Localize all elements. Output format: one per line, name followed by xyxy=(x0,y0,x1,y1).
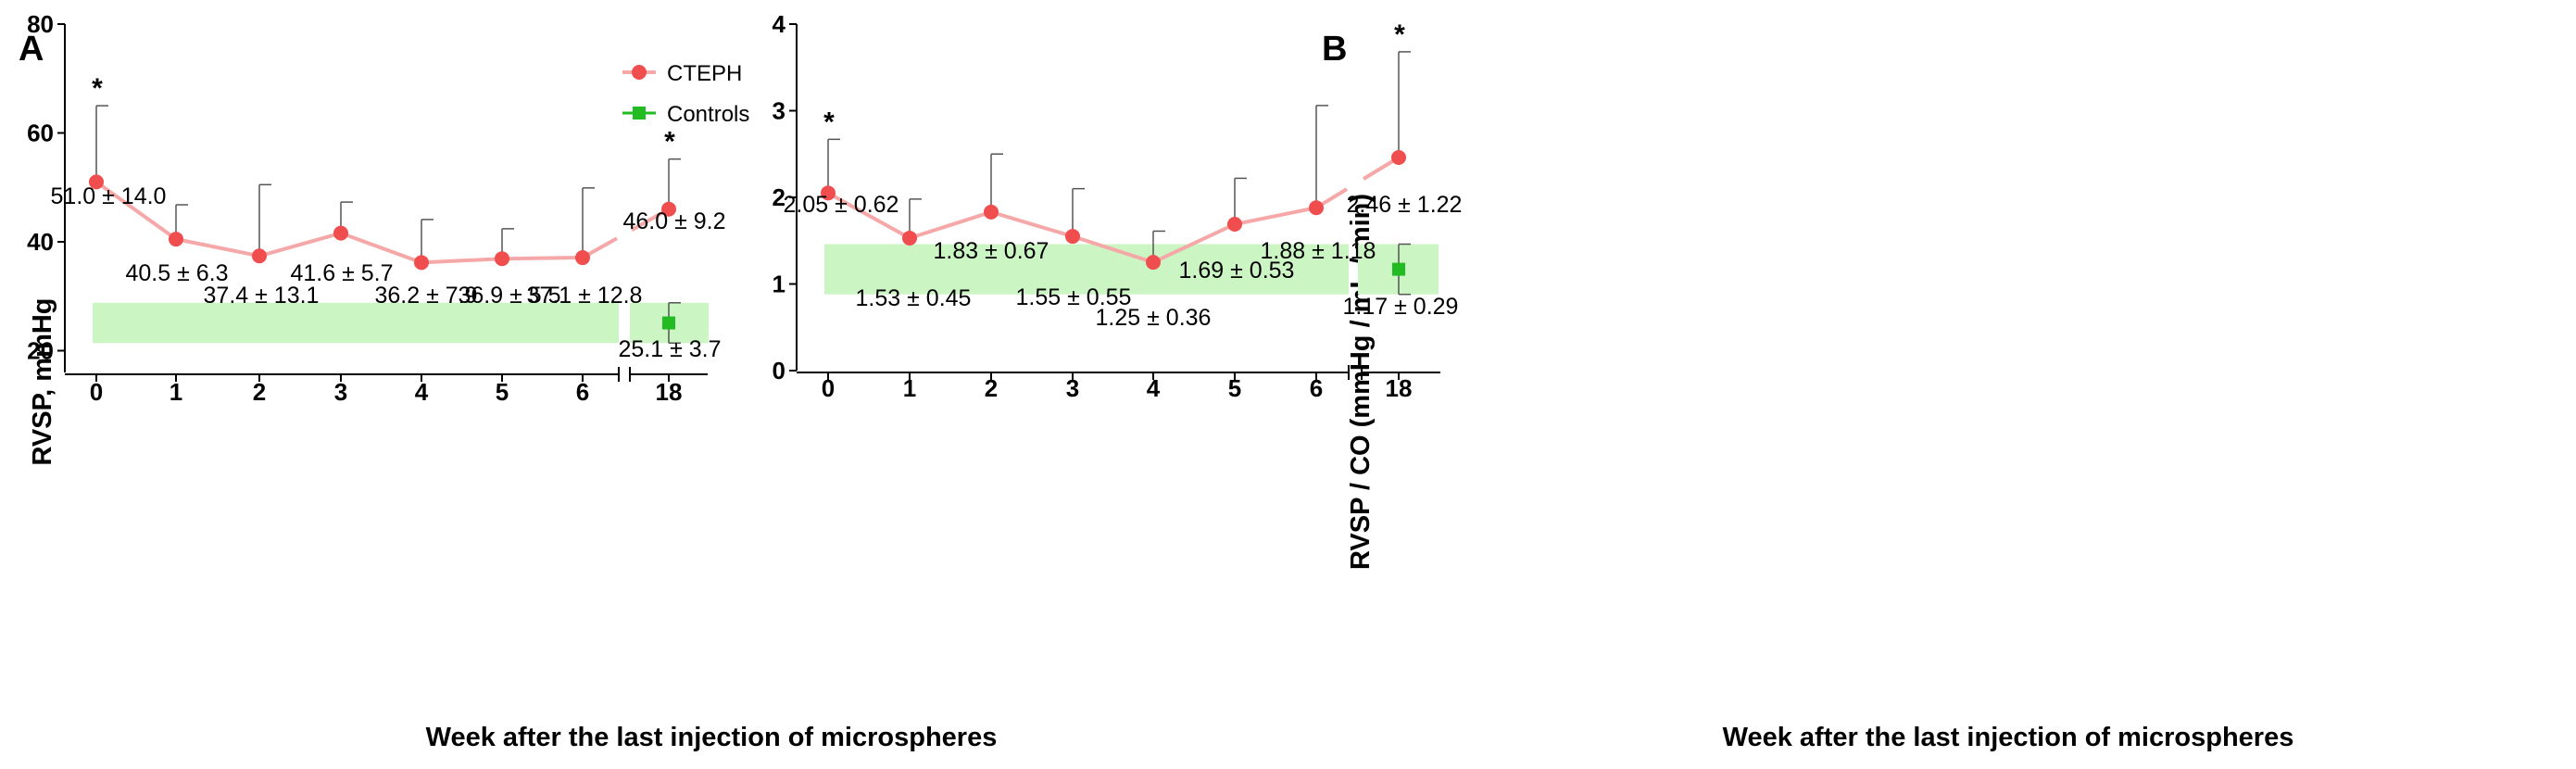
panel-a-cteph-point xyxy=(575,250,590,266)
panel-b-y-tick-label: 0 xyxy=(773,357,785,384)
panel-a-cteph-point xyxy=(252,248,267,264)
panel-b-controls-data-label: 1.17 ± 0.29 xyxy=(1343,294,1459,320)
panel-a-cteph-data-label: 40.5 ± 6.3 xyxy=(125,260,228,286)
panel-b-cteph-data-label: 1.53 ± 0.45 xyxy=(856,285,972,311)
panel-b-cteph-point xyxy=(1309,200,1324,216)
panel-a-legend-cteph-label: CTEPH xyxy=(667,61,742,86)
panel-a-cteph-data-label: 41.6 ± 5.7 xyxy=(290,260,393,286)
panel-b-chart: B RVSP / CO (mmHg / mL / min) Week after… xyxy=(773,10,2294,752)
panel-a-cteph-data-label: 46.0 ± 9.2 xyxy=(622,208,725,234)
panel-b-x-tick-label: 3 xyxy=(1066,374,1079,402)
panel-a-letter: A xyxy=(19,30,44,69)
panel-b-cteph-point xyxy=(902,230,917,246)
panel-b-x-tick-label: 1 xyxy=(903,374,916,402)
panel-a-cteph-data-label: 51.0 ± 14.0 xyxy=(51,183,167,209)
panel-a-cteph-line xyxy=(94,180,584,265)
panel-b-significance-star: * xyxy=(1394,19,1405,50)
panel-b-cteph-data-label: 1.25 ± 0.36 xyxy=(1096,305,1212,331)
panel-b-cteph-data-label: 1.55 ± 0.55 xyxy=(1016,284,1132,310)
panel-b-cteph-data-label: 1.83 ± 0.67 xyxy=(934,238,1049,264)
panel-b-y-tick-label: 3 xyxy=(773,97,785,125)
panel-b-cteph-point xyxy=(1227,216,1242,232)
panel-b-cteph-data-label: 2.05 ± 0.62 xyxy=(784,192,899,218)
panel-b-cteph-point xyxy=(1146,255,1161,271)
panel-a-cteph-data-label: 36.9 ± 5.5 xyxy=(458,283,560,309)
panel-a-cteph-point xyxy=(414,255,429,271)
panel-a-y-axis-title: RVSP, mmHg xyxy=(28,297,57,465)
panel-a-cteph-point xyxy=(333,225,348,241)
panel-a-x-tick-label: 4 xyxy=(415,378,429,406)
panel-b-x-tick-label: 6 xyxy=(1310,374,1323,402)
panel-a-legend-controls-marker xyxy=(633,107,646,120)
panel-a-y-tick-label: 60 xyxy=(27,120,54,147)
panel-a-cteph-point xyxy=(169,232,183,247)
panel-b-x-tick-label: 5 xyxy=(1228,374,1241,402)
panel-a-significance-star: * xyxy=(92,73,103,104)
panel-a-x-tick-label: 1 xyxy=(170,378,182,406)
panel-b-y-tick-label: 1 xyxy=(773,271,785,298)
panel-b-x-tick-label: 0 xyxy=(822,374,835,402)
panel-a-cteph-data-label: 36.2 ± 7.9 xyxy=(374,283,477,309)
panel-a-control-range-band xyxy=(93,302,619,344)
panel-b-letter: B xyxy=(1322,30,1347,69)
panel-a-chart: A RVSP, mmHg Week after the last injecti… xyxy=(19,10,997,752)
panel-a-y-tick-label: 20 xyxy=(27,337,54,365)
panel-b-controls-point xyxy=(1392,262,1405,276)
panel-a-cteph-point xyxy=(89,174,104,190)
panel-b-cteph-data-label: 1.69 ± 0.53 xyxy=(1179,258,1295,284)
panel-a-controls-point xyxy=(662,316,675,330)
panel-a-cteph-data-label: 37.4 ± 13.1 xyxy=(204,283,320,309)
panel-b-cteph-point xyxy=(1065,229,1080,245)
panel-a-y-tick-label: 40 xyxy=(27,228,54,256)
panel-a-x-tick-label: 5 xyxy=(496,378,509,406)
panel-a-cteph-data-label: 37.1 ± 12.8 xyxy=(527,283,643,309)
panel-a-controls-data-label: 25.1 ± 3.7 xyxy=(618,336,721,362)
panel-b-x-tick-label: 2 xyxy=(985,374,998,402)
panel-a-significance-star: * xyxy=(664,127,675,158)
panel-b-x-axis-title: Week after the last injection of microsp… xyxy=(1723,723,2294,752)
panel-a-legend-cteph-marker xyxy=(632,65,647,80)
panel-b-cteph-data-label: 2.46 ± 1.22 xyxy=(1347,192,1463,218)
panel-b-y-tick-label: 4 xyxy=(773,10,786,38)
panel-a-x-tick-label: 2 xyxy=(253,378,266,406)
panel-b-y-tick-label: 2 xyxy=(773,183,785,211)
panel-a-x-tick-label: 0 xyxy=(90,378,103,406)
panel-b-significance-star: * xyxy=(823,107,835,137)
panel-a-x-tick-label: 6 xyxy=(576,378,589,406)
panel-a-legend-controls-label: Controls xyxy=(667,102,749,127)
panel-b-x-tick-label: 4 xyxy=(1147,374,1161,402)
panel-b-cteph-data-label: 1.88 ± 1.18 xyxy=(1261,238,1376,264)
panel-a-y-tick-label: 80 xyxy=(27,10,54,38)
panel-b-x-tick-label: 18 xyxy=(1386,374,1413,402)
panel-a-x-tick-label: 18 xyxy=(656,378,683,406)
panel-a-cteph-point xyxy=(495,251,509,267)
panel-b-cteph-point xyxy=(984,204,999,220)
panel-a-x-axis-title: Week after the last injection of microsp… xyxy=(426,723,998,752)
panel-b-cteph-point xyxy=(821,185,836,201)
panel-a-cteph-point xyxy=(661,201,676,217)
panel-b-cteph-point xyxy=(1391,149,1406,165)
panel-b-control-range-band xyxy=(824,244,1349,295)
panel-a-x-tick-label: 3 xyxy=(334,378,347,406)
